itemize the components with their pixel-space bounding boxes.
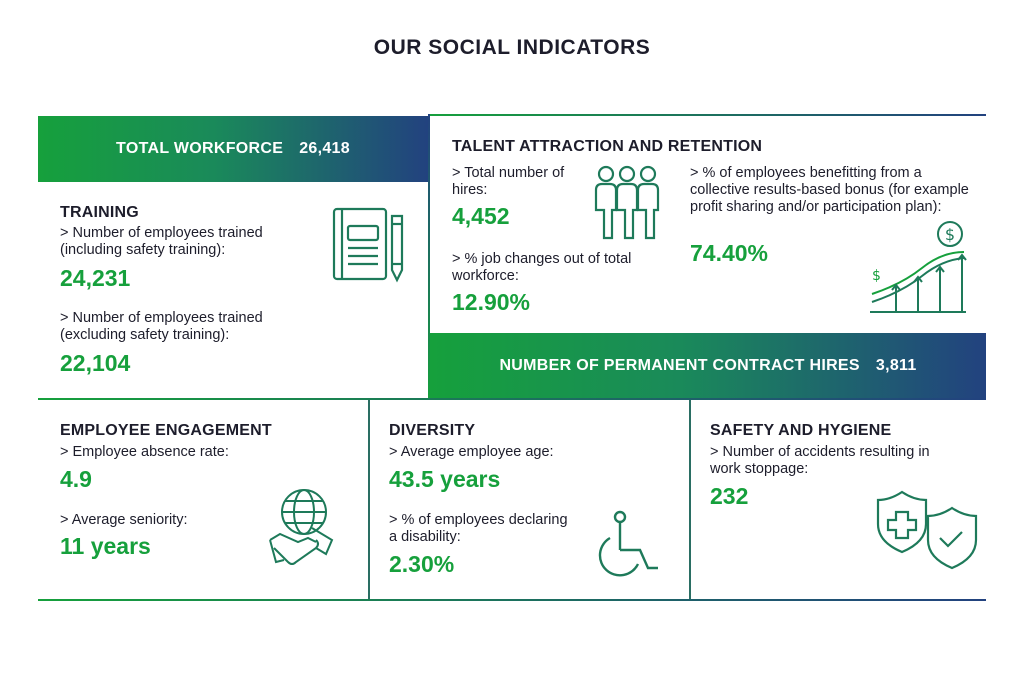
notebook-pen-icon [332, 207, 404, 283]
left-panel-right-border [428, 114, 430, 400]
total-workforce-banner: TOTAL WORKFORCE 26,418 [38, 116, 428, 182]
training-item1-value: 24,231 [60, 265, 131, 291]
training-item1-label: > Number of employees trained (including… [60, 225, 263, 258]
svg-text:$: $ [872, 268, 881, 284]
shields-icon [876, 490, 978, 570]
safety-heading: SAFETY AND HYGIENE [710, 422, 892, 439]
total-workforce-value: 26,418 [299, 140, 350, 157]
training-item2-value: 22,104 [60, 350, 131, 376]
talent-heading: TALENT ATTRACTION AND RETENTION [452, 138, 763, 155]
seniority-label: > Average seniority: [60, 512, 188, 528]
bonus-label: > % of employees benefitting from a coll… [690, 165, 969, 215]
growth-chart-icon: $ $ [870, 221, 967, 313]
accidents-value: 232 [710, 483, 749, 509]
engagement-heading: EMPLOYEE ENGAGEMENT [60, 422, 272, 439]
total-hires-label: > Total number of hires: [452, 165, 565, 198]
total-hires-value: 4,452 [452, 203, 510, 229]
vertical-divider-1 [368, 400, 370, 600]
permanent-hires-label: NUMBER OF PERMANENT CONTRACT HIRES [499, 356, 860, 374]
absence-rate-value: 4.9 [60, 466, 92, 492]
job-changes-value: 12.90% [452, 289, 531, 315]
disability-label: > % of employees declaring a disability: [389, 512, 568, 545]
accidents-label: > Number of accidents resulting in work … [710, 444, 930, 477]
absence-rate-label: > Employee absence rate: [60, 444, 229, 460]
permanent-hires-value: 3,811 [875, 356, 917, 374]
bottom-divider [38, 599, 986, 601]
page-title: OUR SOCIAL INDICATORS [373, 36, 651, 59]
top-divider [428, 114, 986, 116]
seniority-value: 11 years [60, 533, 151, 559]
training-item2-label: > Number of employees trained (excluding… [60, 310, 263, 343]
average-age-label: > Average employee age: [389, 444, 554, 460]
middle-divider [38, 398, 986, 400]
permanent-hires-banner: NUMBER OF PERMANENT CONTRACT HIRES 3,811 [430, 333, 986, 398]
average-age-value: 43.5 years [389, 466, 501, 492]
globe-handshake-icon [269, 489, 334, 565]
disability-value: 2.30% [389, 551, 455, 577]
people-group-icon [594, 165, 660, 240]
bonus-value: 74.40% [690, 240, 769, 266]
svg-text:$: $ [945, 225, 955, 244]
vertical-divider-2 [689, 400, 691, 600]
training-heading: TRAINING [60, 204, 139, 221]
job-changes-label: > % job changes out of total workforce: [452, 251, 632, 284]
wheelchair-icon [598, 510, 658, 577]
total-workforce-label: TOTAL WORKFORCE [116, 140, 284, 157]
diversity-heading: DIVERSITY [389, 422, 476, 439]
